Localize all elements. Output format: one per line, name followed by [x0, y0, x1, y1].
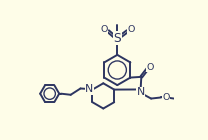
Text: S: S	[114, 32, 121, 45]
Text: N: N	[85, 84, 93, 94]
Text: O: O	[128, 25, 135, 34]
Text: N: N	[136, 87, 145, 97]
Text: O: O	[101, 25, 108, 34]
Text: O: O	[162, 93, 170, 102]
Text: O: O	[147, 63, 154, 72]
